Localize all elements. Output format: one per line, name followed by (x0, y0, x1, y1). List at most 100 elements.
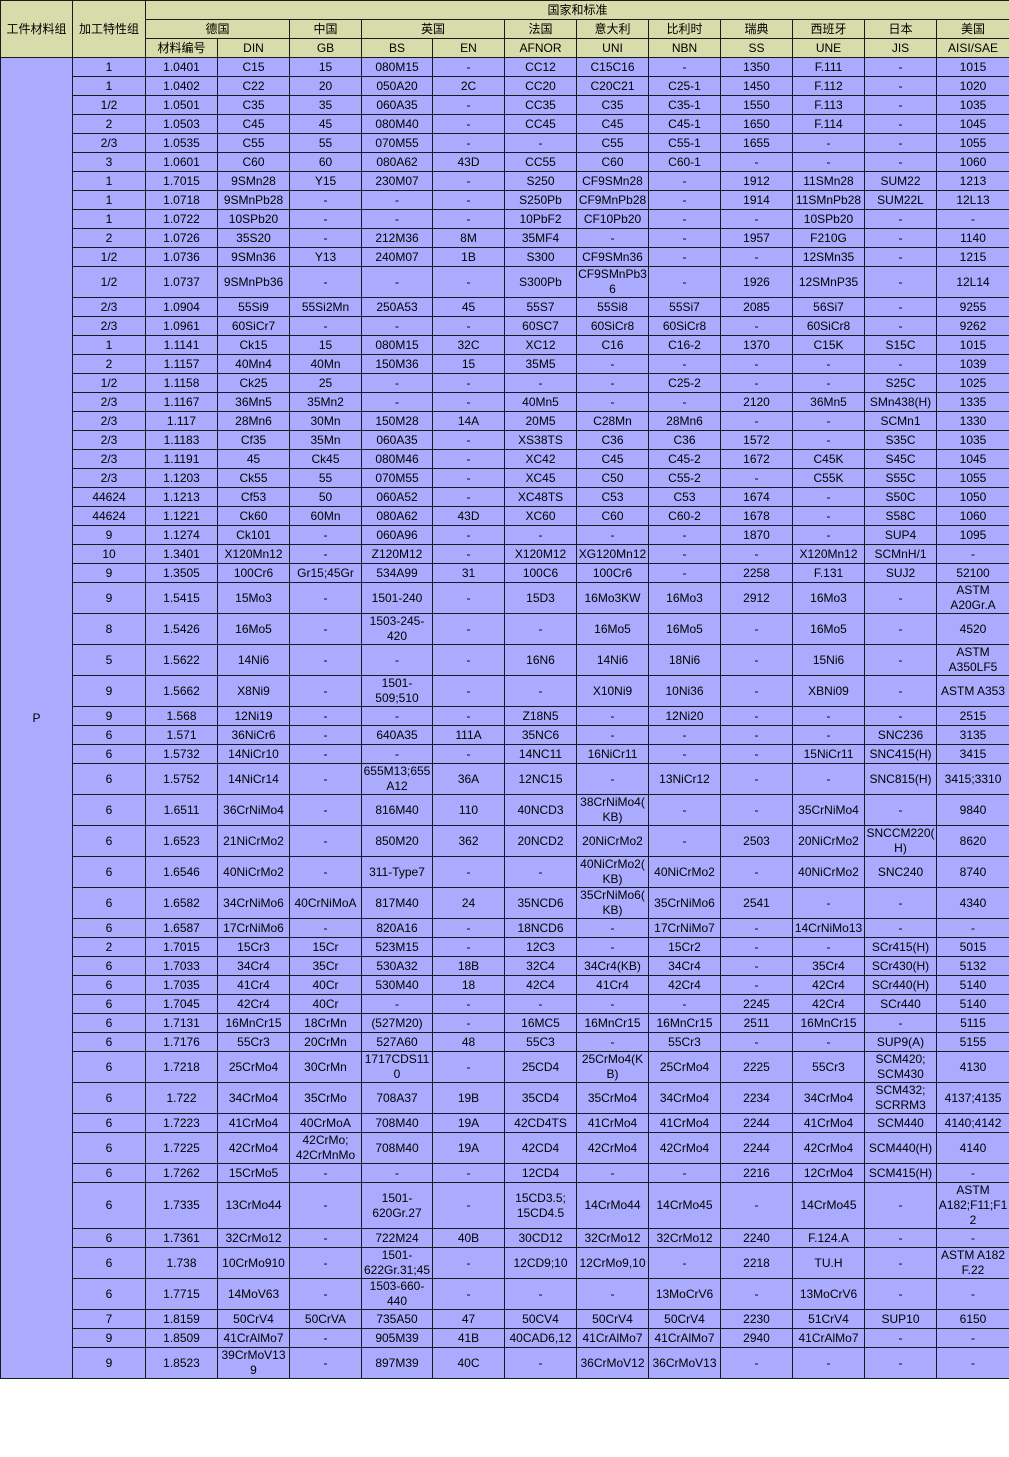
table-cell: 28Mn6 (648, 411, 721, 431)
table-cell: CF9MnPb28 (576, 190, 649, 210)
table-cell: 708A37 (361, 1082, 433, 1114)
table-row: 7 1.8159 50CrV4 50CrVA 735A50 47 50CV4 50CrV4 50… (1, 1309, 1009, 1329)
table-cell: 1655 (720, 133, 793, 153)
table-cell: 20M5 (504, 411, 577, 431)
table-cell: C28Mn (576, 411, 649, 431)
table-cell: 35CrMo (289, 1082, 362, 1114)
table-cell: 1672 (720, 449, 793, 469)
table-cell: - (432, 266, 505, 298)
table-cell: 523M15 (361, 937, 433, 957)
table-cell: 55C3 (504, 1032, 577, 1052)
table-row: 6 1.7223 41CrMo4 40CrMoA 708M40 19A 42CD4TS 41C… (1, 1113, 1009, 1133)
table-cell: - (289, 613, 362, 645)
table-cell: - (432, 937, 505, 957)
table-cell: 708M40 (361, 1113, 433, 1133)
table-cell: - (289, 190, 362, 210)
table-cell: 41B (432, 1328, 505, 1348)
table-cell: 1.7045 (145, 994, 218, 1014)
table-cell: 4140 (935, 1132, 1009, 1164)
table-cell: 230M07 (361, 171, 433, 191)
table-cell: - (648, 57, 721, 77)
table-cell: 15NiCr11 (792, 744, 865, 764)
table-cell: 1674 (720, 487, 793, 507)
table-cell: 18 (432, 975, 505, 995)
table-cell: 6 (72, 975, 146, 995)
table-cell: 1.1191 (145, 449, 218, 469)
table-cell: C55 (576, 133, 649, 153)
table-cell: - (864, 1247, 937, 1279)
table-cell: C15K (792, 335, 865, 355)
table-cell: 080A62 (361, 152, 433, 172)
table-cell: - (792, 411, 865, 431)
table-cell: 16Mo3KW (576, 582, 649, 614)
table-cell: 111A (432, 725, 505, 745)
table-cell: 5015 (935, 937, 1009, 957)
table-cell: - (289, 856, 362, 888)
table-cell: 1035 (935, 430, 1009, 450)
table-cell: 1503-660-440 (361, 1278, 433, 1310)
table-cell: - (432, 449, 505, 469)
table-cell: 41CrAlMo7 (648, 1328, 721, 1348)
table-cell: C22 (217, 76, 290, 96)
table-cell: - (289, 544, 362, 564)
table-cell: - (720, 1032, 793, 1052)
table-row: 2/3 1.0535 C55 55 070M55- - C55 C55-1 1655- -1055 (1, 133, 1009, 153)
table-cell: - (576, 918, 649, 938)
table-cell: XC60 (504, 506, 577, 526)
table-cell: 1213 (935, 171, 1009, 191)
table-cell: - (792, 354, 865, 374)
table-cell: - (720, 937, 793, 957)
table-cell: 42Cr4 (648, 975, 721, 995)
table-cell: 14CrNiMo13 (792, 918, 865, 938)
table-cell: SMn438(H) (864, 392, 937, 412)
table-row: 2 1.0726 35S20-212M36 8M 35MF4- -1957 F210G -11… (1, 228, 1009, 248)
table-cell: 2244 (720, 1132, 793, 1164)
table-cell: - (361, 190, 433, 210)
table-cell: 1.568 (145, 706, 218, 726)
table-cell: 21NiCrMo2 (217, 825, 290, 857)
table-cell: C45 (217, 114, 290, 134)
header-country-germany: 德国 (145, 19, 290, 39)
header-country-italy: 意大利 (576, 19, 649, 39)
table-cell: 3 (72, 152, 146, 172)
table-cell: 9SMn28 (217, 171, 290, 191)
table-cell: 42CrMo4 (576, 1132, 649, 1164)
table-cell: 2 (72, 228, 146, 248)
table-cell: 2/3 (72, 411, 146, 431)
material-group-cell: P (0, 57, 73, 1379)
table-cell: 30CD12 (504, 1228, 577, 1248)
table-cell: - (720, 1278, 793, 1310)
table-cell: - (432, 468, 505, 488)
table-cell: 5140 (935, 994, 1009, 1014)
table-cell: 40NCD3 (504, 794, 577, 826)
table-cell: - (864, 1347, 937, 1379)
table-cell: 60SiCr8 (792, 316, 865, 336)
table-cell: - (648, 563, 721, 583)
table-cell: 311-Type7 (361, 856, 433, 888)
table-cell: - (648, 994, 721, 1014)
table-cell: 6 (72, 1032, 146, 1052)
table-cell: 42Cr4 (792, 994, 865, 1014)
table-cell: 240M07 (361, 247, 433, 267)
table-cell: - (289, 1247, 362, 1279)
table-cell: 42CD4TS (504, 1113, 577, 1133)
table-cell: - (720, 675, 793, 707)
table-cell: 6 (72, 1228, 146, 1248)
table-row: 44624 1.1213 Cf53 50 060A52- XC48TS C53 C53 1674… (1, 487, 1009, 507)
table-cell: - (289, 794, 362, 826)
table-cell: SCMn1 (864, 411, 937, 431)
table-cell: CF9SMn28 (576, 171, 649, 191)
table-cell: 35CrNiMo4 (792, 794, 865, 826)
table-cell: 40Cr (289, 994, 362, 1014)
table-cell: 2216 (720, 1163, 793, 1183)
table-cell: SUP10 (864, 1309, 937, 1329)
table-cell: C15C16 (576, 57, 649, 77)
table-cell: 1.0535 (145, 133, 218, 153)
table-cell: 655M13;655A12 (361, 763, 433, 795)
table-row: 1 1.1141 Ck15 15 080M15 32C XC12 C16 C16-2 1370 C1… (1, 335, 1009, 355)
table-cell: 6 (72, 856, 146, 888)
table-cell: - (720, 152, 793, 172)
table-cell: 6 (72, 1163, 146, 1183)
table-cell: - (289, 763, 362, 795)
table-row: 6 1.7715 14MoV63-1503-660-440- - -13MoCrV6-1… (1, 1278, 1009, 1310)
